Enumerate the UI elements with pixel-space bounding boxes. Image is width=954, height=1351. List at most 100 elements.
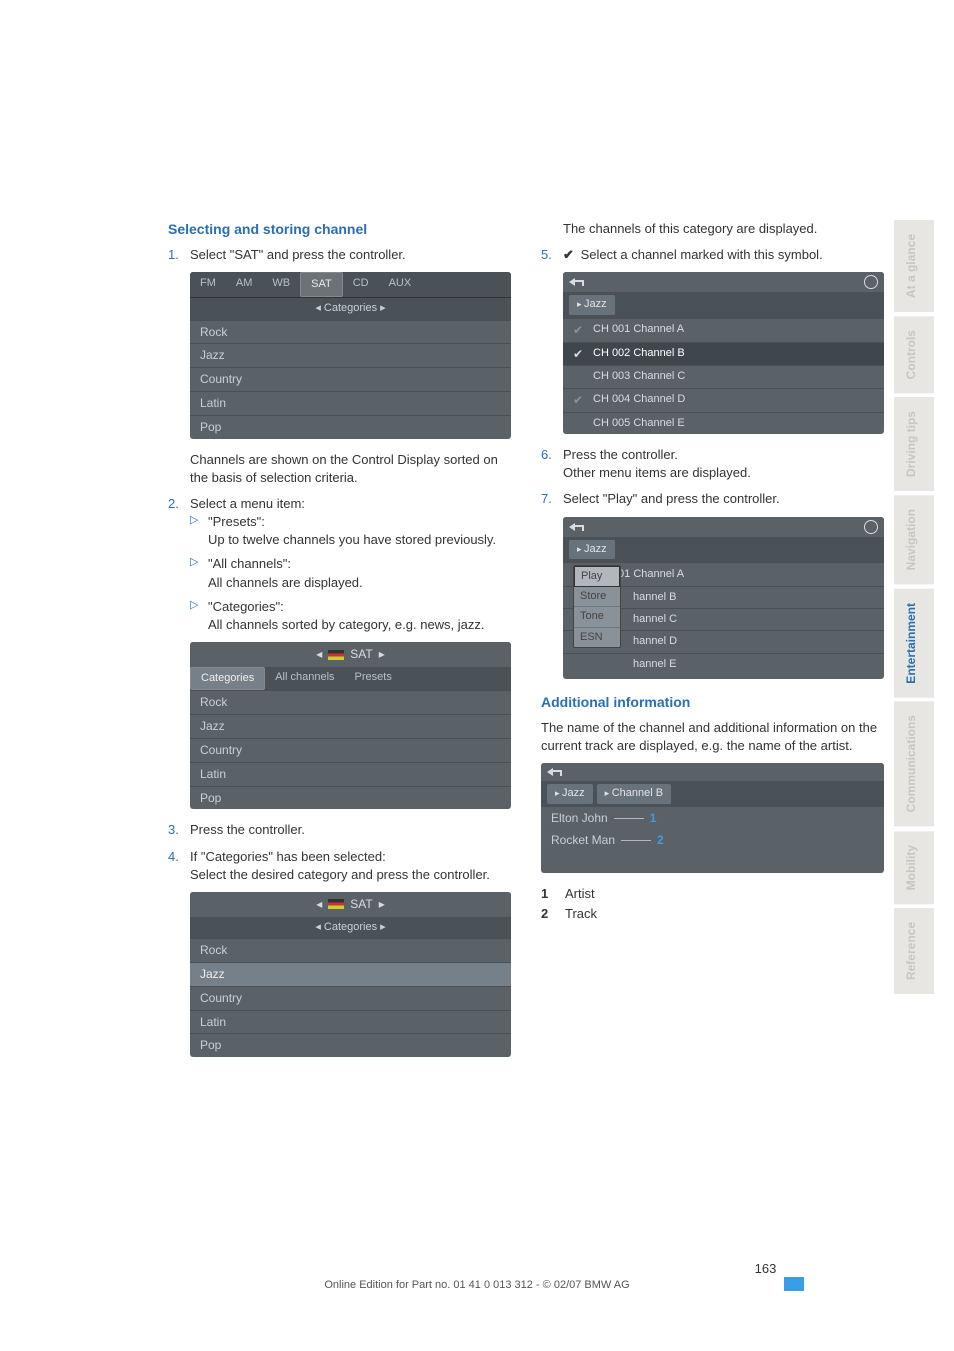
line-icon [621, 840, 651, 841]
shot4-crumbrow: Jazz [563, 292, 884, 317]
round-icon [864, 520, 878, 534]
step-6: Press the controller. Other menu items a… [541, 446, 884, 482]
sidenav-item[interactable]: Driving tips [894, 397, 934, 491]
arrow-right-icon: ▸ [379, 896, 385, 913]
shot5-popup: PlayStoreToneESN [573, 565, 621, 649]
shot2-rows: RockJazzCountryLatinPop [190, 690, 511, 809]
channel-label: hannel D [633, 634, 677, 649]
list-item: Country [190, 986, 511, 1010]
shot3-rows: RockJazzCountryLatinPop [190, 938, 511, 1057]
sidenav-item[interactable]: Controls [894, 316, 934, 393]
info-num: 1 [650, 810, 657, 827]
crumb: Channel B [597, 784, 671, 803]
list-item: Latin [190, 391, 511, 415]
list-item: Jazz [190, 962, 511, 986]
tab-am: AM [226, 272, 263, 297]
check-icon: ✔ [573, 392, 587, 409]
sidenav-item[interactable]: Entertainment [894, 589, 934, 698]
sidenav-item[interactable]: Reference [894, 908, 934, 994]
flag-icon [328, 899, 344, 909]
list-item: Jazz [190, 343, 511, 367]
shot5-crumbrow: Jazz [563, 537, 884, 562]
sidenav-item[interactable]: Navigation [894, 495, 934, 584]
channel-row: ✔CH 004 Channel D [563, 388, 884, 412]
list-item: Country [190, 367, 511, 391]
sub-item: "Categories":All channels sorted by cate… [190, 598, 511, 634]
info-num: 2 [657, 832, 664, 849]
sidenav-item[interactable]: At a glance [894, 220, 934, 312]
step-5-text: Select a channel marked with this symbol… [581, 247, 823, 262]
step-4: If "Categories" has been selected: Selec… [168, 848, 511, 1058]
list-item: Rock [190, 690, 511, 714]
legend-text: Track [565, 905, 597, 923]
step-5: ✔ Select a channel marked with this symb… [541, 246, 884, 434]
sidenav-item[interactable]: Mobility [894, 831, 934, 904]
step-2-sublist: "Presets":Up to twelve channels you have… [190, 513, 511, 634]
step-6a-text: Press the controller. [563, 447, 678, 462]
crumb: Jazz [547, 784, 593, 803]
info-row: Rocket Man2 [541, 829, 884, 852]
back-icon [569, 276, 583, 288]
legend-row: 1Artist [541, 885, 884, 903]
step-7: Select "Play" and press the controller. … [541, 490, 884, 679]
channel-row: hannel E [563, 653, 884, 675]
step-2: Select a menu item: "Presets":Up to twel… [168, 495, 511, 809]
shot6-crumbrow: JazzChannel B [541, 781, 884, 806]
legend-text: Artist [565, 885, 595, 903]
shot3-center: ◂ SAT ▸ [190, 892, 511, 917]
arrow-left-icon: ◂ [316, 646, 322, 663]
list-item: Jazz [190, 714, 511, 738]
bluebar-icon [784, 1277, 804, 1291]
round-icon [864, 275, 878, 289]
step-3-text: Press the controller. [190, 822, 305, 837]
screenshot-6: JazzChannel B Elton John 1 Rocket Man2 [541, 763, 884, 873]
step-1: Select "SAT" and press the controller. F… [168, 246, 511, 487]
step-3: Press the controller. [168, 821, 511, 839]
legend-row: 2 Track [541, 905, 884, 923]
sidenav-item[interactable]: Communications [894, 701, 934, 826]
left-steps: Select "SAT" and press the controller. F… [168, 246, 511, 1058]
popup-item: Play [574, 566, 620, 587]
screenshot-5: Jazz ✔CH 001 Channel Ahannel Bhannel Cha… [563, 517, 884, 680]
tab-wb: WB [262, 272, 300, 297]
channel-label: hannel E [633, 657, 676, 672]
channel-label: CH 002 Channel B [593, 346, 685, 361]
screenshot-4: Jazz ✔ CH 001 Channel A ✔ CH 002 Channel B C… [563, 272, 884, 434]
right-column: The channels of this category are displa… [541, 220, 884, 1069]
shot1-rows: RockJazzCountryLatinPop [190, 320, 511, 439]
list-item: Rock [190, 320, 511, 344]
legend: 1Artist 2 Track [541, 885, 884, 923]
sub-item: "Presets":Up to twelve channels you have… [190, 513, 511, 549]
screenshot-3: ◂ SAT ▸ Categories RockJazzCountryLatinP… [190, 892, 511, 1057]
back-icon [547, 766, 561, 778]
shot2-center: ◂ SAT ▸ [190, 642, 511, 667]
list-item: Country [190, 738, 511, 762]
channel-row: ✔ CH 002 Channel B [563, 342, 884, 366]
page-number: 163 [0, 1261, 954, 1277]
tab-fm: FM [190, 272, 226, 297]
step-1-after: Channels are shown on the Control Displa… [190, 451, 511, 487]
list-item: Latin [190, 762, 511, 786]
chtab: All channels [265, 667, 344, 690]
channel-row: CH 003 Channel C [563, 365, 884, 387]
channel-row: ✔ CH 001 Channel A [563, 318, 884, 342]
arrow-left-icon: ◂ [316, 896, 322, 913]
list-item: Pop [190, 415, 511, 439]
tab-aux: AUX [379, 272, 422, 297]
shot3-center-label: SAT [350, 896, 372, 913]
shot2-tabs: CategoriesAll channelsPresets [190, 667, 511, 690]
list-item: Pop [190, 786, 511, 810]
shot6-topbar [541, 763, 884, 781]
step-4b-text: Select the desired category and press th… [190, 867, 490, 882]
check-icon: ✔ [573, 346, 587, 363]
shot3-subheader: Categories [190, 917, 511, 938]
info-text: Elton John [551, 810, 608, 827]
channel-label: CH 001 Channel A [593, 322, 684, 337]
shot4-topbar [563, 272, 884, 292]
check-icon: ✔ [573, 322, 587, 339]
columns: Selecting and storing channel Select "SA… [168, 220, 884, 1069]
legend-num: 2 [541, 905, 555, 923]
para-additional: The name of the channel and additional i… [541, 719, 884, 755]
popup-item: ESN [574, 628, 620, 647]
screenshot-1: FMAMWBSATCDAUX Categories RockJazzCountr… [190, 272, 511, 439]
